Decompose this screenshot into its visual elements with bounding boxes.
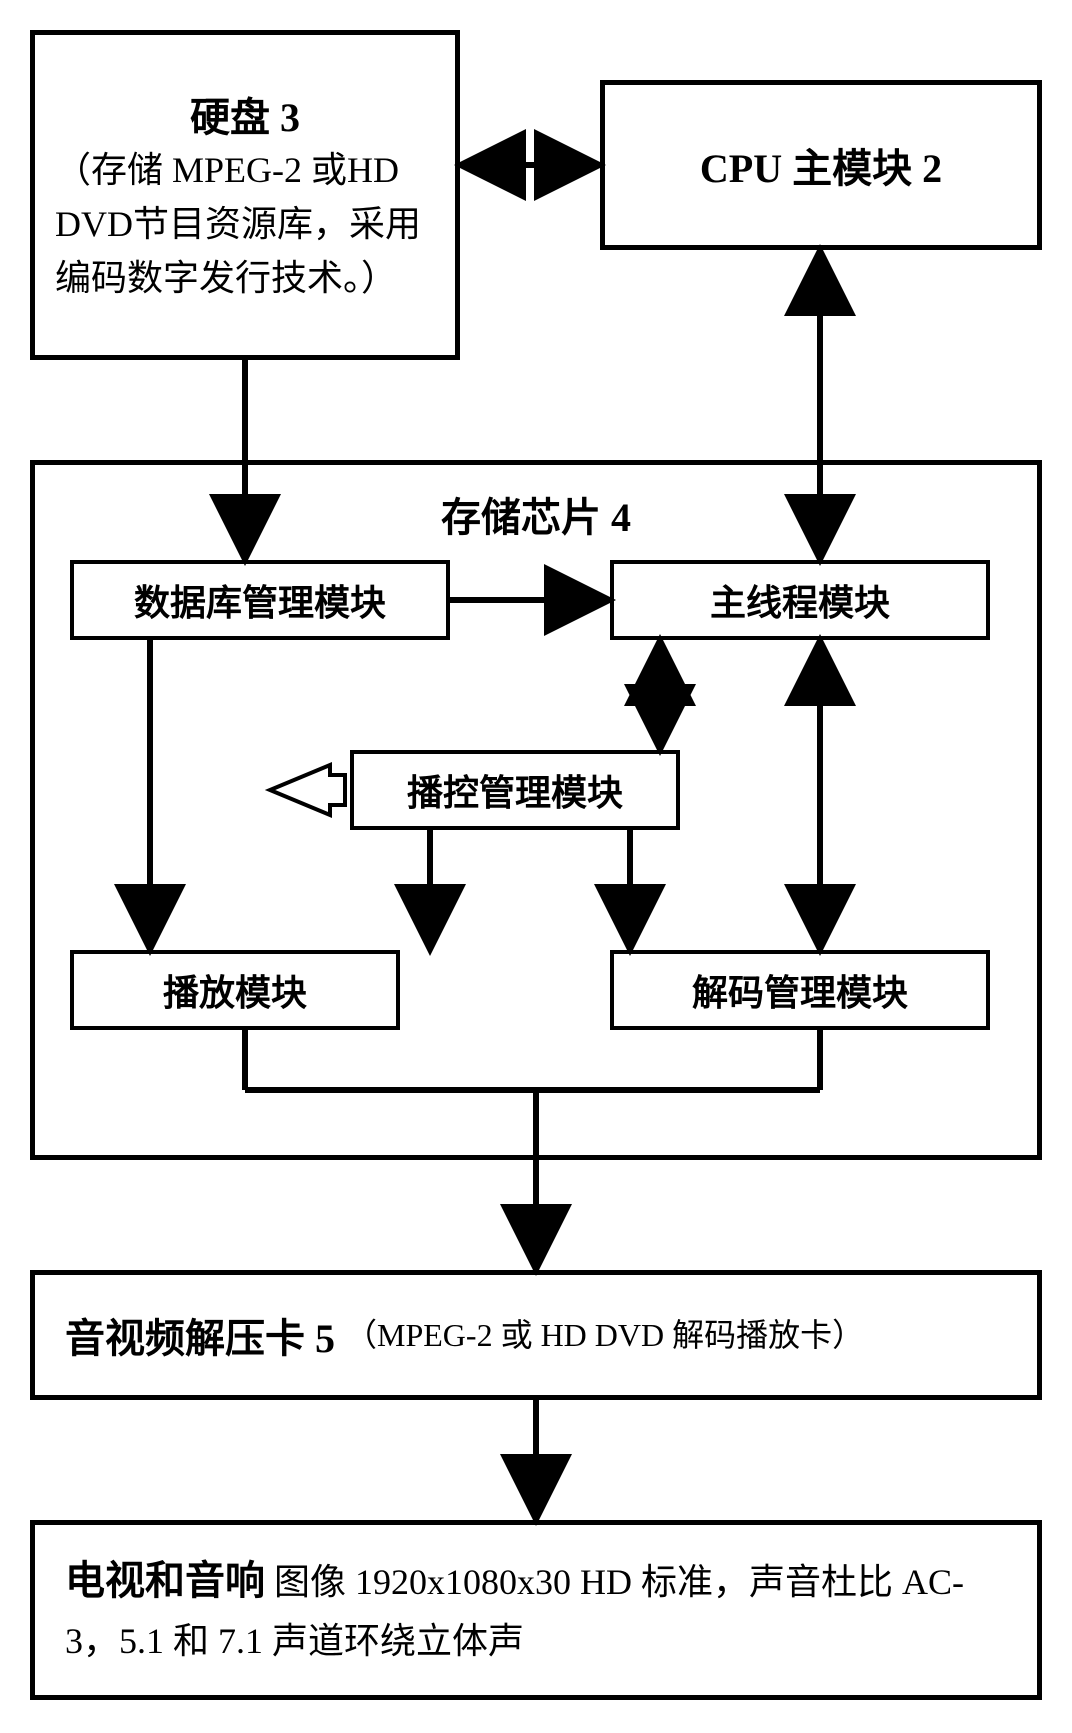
hdd-desc: （存储 MPEG-2 或HD DVD节目资源库，采用编码数字发行技术。） xyxy=(55,143,435,305)
broadcast-module: 播控管理模块 xyxy=(350,750,680,830)
hdd-title: 硬盘 3 xyxy=(55,85,435,143)
avcard-desc: （MPEG-2 或 HD DVD 解码播放卡） xyxy=(345,1311,864,1359)
tv-box: 电视和音响 图像 1920x1080x30 HD 标准，声音杜比 AC-3，5.… xyxy=(30,1520,1042,1700)
hdd-box: 硬盘 3 （存储 MPEG-2 或HD DVD节目资源库，采用编码数字发行技术。… xyxy=(30,30,460,360)
chip-title: 存储芯片 4 xyxy=(55,485,1017,543)
thread-label: 主线程模块 xyxy=(710,574,890,626)
db-label: 数据库管理模块 xyxy=(134,574,386,626)
diagram-root: 硬盘 3 （存储 MPEG-2 或HD DVD节目资源库，采用编码数字发行技术。… xyxy=(30,30,1042,1703)
cpu-box: CPU 主模块 2 xyxy=(600,80,1042,250)
decode-label: 解码管理模块 xyxy=(692,964,908,1016)
db-module: 数据库管理模块 xyxy=(70,560,450,640)
thread-module: 主线程模块 xyxy=(610,560,990,640)
tv-title: 电视和音响 xyxy=(65,1558,265,1603)
broadcast-label: 播控管理模块 xyxy=(407,764,623,816)
play-label: 播放模块 xyxy=(163,964,307,1016)
play-module: 播放模块 xyxy=(70,950,400,1030)
cpu-title: CPU 主模块 2 xyxy=(700,136,942,194)
avcard-title: 音视频解压卡 5 xyxy=(65,1306,335,1364)
avcard-box: 音视频解压卡 5 （MPEG-2 或 HD DVD 解码播放卡） xyxy=(30,1270,1042,1400)
decode-module: 解码管理模块 xyxy=(610,950,990,1030)
